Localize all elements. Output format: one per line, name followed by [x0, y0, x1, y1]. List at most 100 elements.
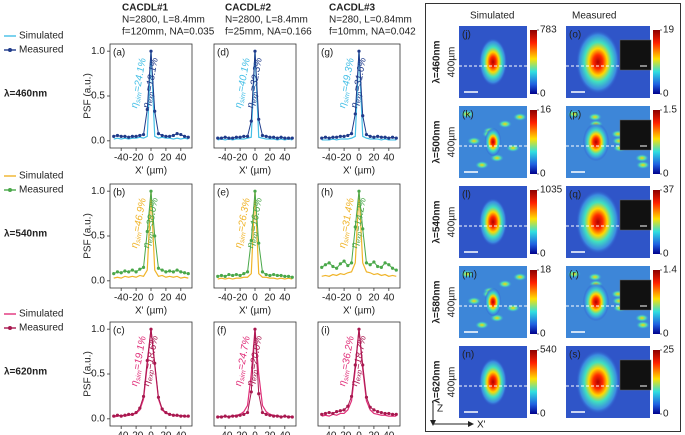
annotation-symbol: η: [129, 241, 141, 249]
x-tick-label: -40: [218, 293, 233, 304]
data-point: [115, 413, 120, 417]
data-point: [290, 136, 294, 140]
y-axis-label: PSF (a.u.): [83, 351, 94, 397]
data-point: [227, 415, 231, 419]
heatmap-speckle: [513, 113, 527, 121]
legend-label: Measured: [19, 45, 63, 56]
x-axis-label: X' (µm): [135, 306, 167, 317]
data-point: [219, 136, 224, 140]
data-point: [353, 363, 357, 367]
x-tick-label: -20: [337, 153, 352, 164]
arrow-head: [430, 420, 474, 427]
annotation-symbol: η: [129, 379, 141, 387]
x-tick-label: 0: [148, 153, 154, 164]
x-tick-label: 40: [175, 293, 187, 304]
data-point: [216, 274, 220, 278]
data-point: [361, 363, 365, 367]
annotation-symbol: η: [233, 379, 245, 387]
annotation-sub: exp: [251, 91, 260, 103]
x-tick-label: -20: [129, 293, 144, 304]
x-tick-label: 20: [160, 153, 172, 164]
data-point: [149, 189, 153, 193]
data-point: [145, 107, 149, 112]
y-tick-label: 1.0: [91, 46, 105, 57]
x-tick-label: -40: [322, 431, 337, 435]
x-tick-label: 40: [175, 153, 187, 164]
x-tick-label: 20: [368, 293, 380, 304]
data-point: [141, 394, 146, 399]
x-tick-label: -40: [218, 431, 233, 435]
data-point: [286, 136, 291, 140]
x-axis-label: X' (µm): [239, 166, 271, 177]
panel-label: (d): [217, 48, 229, 59]
data-point: [156, 395, 161, 399]
data-point: [182, 414, 187, 418]
colorbar: [653, 110, 660, 174]
data-point: [182, 271, 187, 275]
annotation-sub: sim: [343, 232, 352, 244]
y-tick-label: 1.0: [91, 324, 105, 335]
x-tick-label: 0: [356, 431, 362, 435]
row-label: λ=460nm: [432, 40, 443, 83]
annotation-symbol: η: [337, 379, 349, 387]
y-tick-label: 0.0: [91, 413, 105, 424]
heatmap-speckle: [460, 270, 474, 278]
annotation-sub: sim: [135, 92, 144, 104]
data-point: [134, 410, 138, 415]
panel-label: (r): [569, 270, 579, 281]
legend-label: Simulated: [19, 31, 63, 42]
data-point: [327, 261, 331, 265]
data-point: [342, 134, 346, 138]
x-tick-label: 0: [148, 293, 154, 304]
x-tick-label: -20: [233, 153, 248, 164]
column-header: Simulated: [470, 11, 514, 22]
x-tick-label: -20: [337, 431, 352, 435]
data-point: [346, 404, 350, 408]
data-point: [156, 266, 161, 270]
colorbar-label: 0: [540, 169, 546, 180]
data-point: [342, 408, 346, 412]
data-point: [323, 411, 328, 416]
column-param: N=2800, L=8.4mm: [225, 15, 308, 26]
annotation-symbol: η: [233, 241, 245, 249]
row-label: λ=620nm: [4, 367, 47, 378]
y-tick-label: 0.0: [91, 275, 105, 286]
data-point: [394, 268, 398, 272]
data-point: [186, 414, 190, 418]
data-point: [119, 414, 123, 418]
colorbar: [653, 190, 660, 254]
legend-marker: [8, 326, 12, 330]
annotation-sub: exp: [355, 91, 364, 103]
data-point: [245, 410, 250, 415]
colorbar-label: 783: [540, 25, 557, 36]
data-point: [290, 275, 294, 279]
heatmap-speckle: [506, 144, 520, 152]
heatmap-speckle: [475, 161, 489, 169]
data-point: [368, 263, 372, 267]
data-point: [138, 406, 142, 410]
colorbar: [530, 30, 537, 94]
row-label: λ=500nm: [432, 120, 443, 163]
data-point: [268, 135, 272, 139]
data-point: [242, 272, 246, 276]
column-title: CACDL#2: [225, 3, 272, 14]
x-tick-label: -40: [114, 293, 129, 304]
data-point: [171, 270, 175, 274]
colorbar-label: 19: [663, 25, 675, 36]
x-tick-label: 20: [368, 431, 380, 435]
data-point: [160, 407, 164, 411]
data-point: [272, 135, 276, 139]
annotation-sub: exp: [147, 369, 156, 381]
data-point: [160, 268, 164, 272]
scale-label: 400µm: [447, 367, 458, 398]
row-label: λ=580nm: [432, 280, 443, 323]
data-point: [175, 268, 179, 272]
y-axis-label: PSF (a.u.): [83, 73, 94, 119]
data-point: [171, 413, 175, 417]
data-point: [115, 133, 120, 138]
heatmap-speckle: [460, 110, 474, 118]
colorbar-label: 1035: [540, 185, 563, 196]
data-point: [283, 414, 287, 418]
colorbar: [653, 350, 660, 414]
panel-label: (h): [321, 188, 333, 199]
